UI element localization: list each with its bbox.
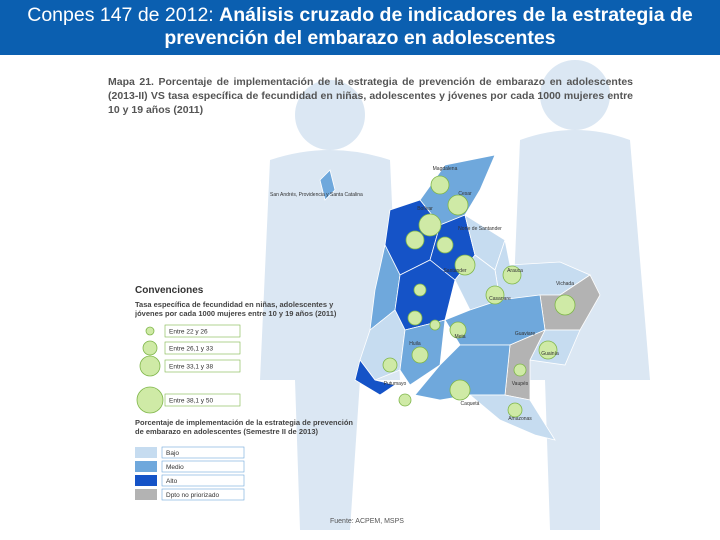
title-lead: Conpes 147 de 2012: xyxy=(27,4,214,26)
rate-box xyxy=(164,359,241,373)
island-label: San Andrés, Providencia y Santa Catalina xyxy=(270,192,363,198)
impl-swatch xyxy=(135,447,157,458)
region-label: Guaviare xyxy=(515,331,536,337)
rate-swatch xyxy=(145,326,155,336)
region-label: Caquetá xyxy=(461,401,480,407)
impl-box xyxy=(161,446,245,459)
region-label: Arauca xyxy=(507,268,523,274)
rate-swatch xyxy=(136,386,164,414)
region-label: Vaupés xyxy=(512,381,529,387)
impl-swatch xyxy=(135,461,157,472)
rate-label: Entre 33,1 y 38 xyxy=(169,364,213,371)
rate-title-box: Tasa específica de fecundidad en niñas, … xyxy=(135,300,337,318)
rate-swatch xyxy=(142,340,158,356)
region-labels: Magdalena Cesar Bolívar Norte de Santander S… xyxy=(384,166,574,422)
map-title-box: Mapa 21. Porcentaje de implementación de… xyxy=(108,76,633,116)
region-label: Cesar xyxy=(458,191,472,197)
impl-legend: Bajo Medio Alto Dpto no priorizado xyxy=(135,446,245,501)
rate-box xyxy=(164,324,241,338)
rate-label: Entre 38,1 y 50 xyxy=(169,398,213,405)
region-label: Vichada xyxy=(556,281,574,287)
impl-box xyxy=(161,488,245,501)
region-label: Meta xyxy=(454,334,465,340)
region-label: Amazonas xyxy=(508,416,532,422)
impl-label: Medio xyxy=(166,464,184,471)
legend-title: Convenciones xyxy=(135,285,204,296)
region-label: Casanare xyxy=(489,296,511,302)
region-label: Santander xyxy=(443,268,466,274)
region-label: Bolívar xyxy=(417,206,433,212)
rate-legend: Entre 22 y 26 Entre 26,1 y 33 Entre 33,1 y… xyxy=(136,324,241,414)
rate-label: Entre 26,1 y 33 xyxy=(169,346,213,353)
rate-circles xyxy=(382,175,576,418)
region-label: Huila xyxy=(409,341,421,347)
header: Conpes 147 de 2012: Análisis cruzado de … xyxy=(0,0,720,55)
impl-swatch xyxy=(135,475,157,486)
rate-title: Tasa específica de fecundidad en niñas, … xyxy=(135,300,337,318)
impl-label: Dpto no priorizado xyxy=(166,492,219,499)
impl-swatch xyxy=(135,489,157,500)
map-slide: Mapa 21. Porcentaje de implementación de… xyxy=(108,60,650,530)
impl-title: Porcentaje de implementación de la estra… xyxy=(135,418,353,436)
impl-title-box: Porcentaje de implementación de la estra… xyxy=(135,418,353,436)
rate-label: Entre 22 y 26 xyxy=(169,329,208,336)
impl-label: Alto xyxy=(166,478,178,485)
map-title: Mapa 21. Porcentaje de implementación de… xyxy=(108,76,633,116)
title-main: Análisis cruzado de indicadores de la es… xyxy=(164,4,693,49)
rate-swatch xyxy=(139,355,161,377)
source: Fuente: ACPEM, MSPS xyxy=(330,518,404,525)
impl-label: Bajo xyxy=(166,450,179,457)
region-label: Magdalena xyxy=(433,166,458,172)
impl-box xyxy=(161,460,245,473)
rate-box xyxy=(164,393,241,407)
region-label: Norte de Santander xyxy=(458,226,502,232)
rate-box xyxy=(164,341,241,355)
region-label: Putumayo xyxy=(384,381,407,387)
impl-box xyxy=(161,474,245,487)
region-label: Guainía xyxy=(541,351,559,357)
